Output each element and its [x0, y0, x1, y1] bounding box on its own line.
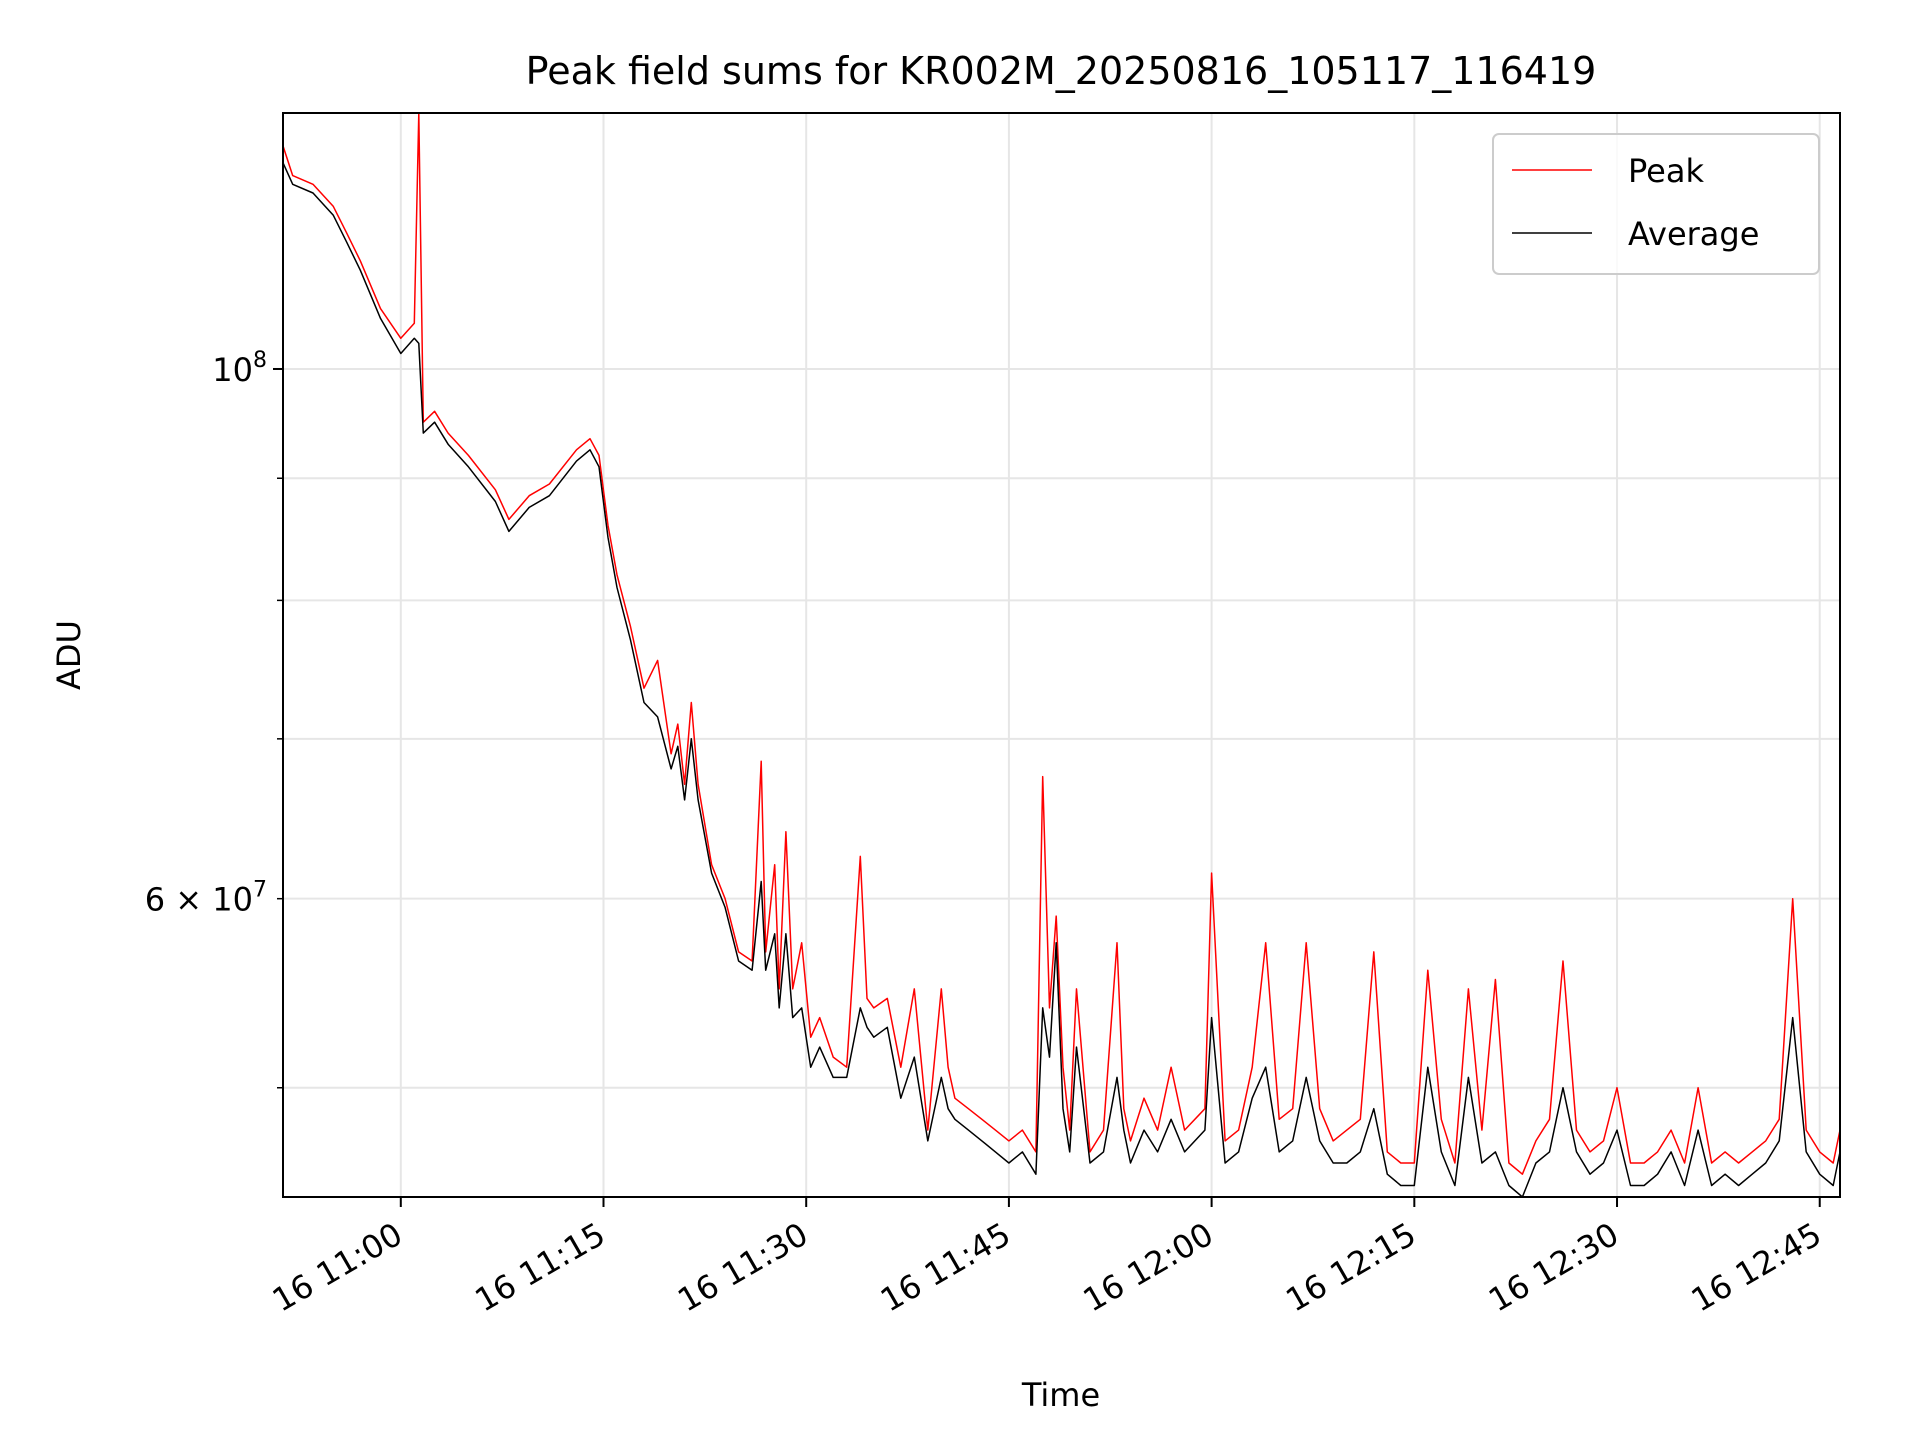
- y-axis-ticks: 108 6 × 107: [145, 348, 283, 1089]
- x-axis-label: Time: [1021, 1376, 1100, 1414]
- legend-box: [1492, 133, 1820, 275]
- series-line-peak: [283, 113, 1840, 1175]
- y-tick-label: 108: [212, 348, 267, 389]
- chart-title: Peak field sums for KR002M_20250816_1051…: [526, 49, 1597, 93]
- legend-peak-label: Peak: [1628, 152, 1704, 190]
- y-minor-tick-label: 6 × 107: [145, 878, 267, 919]
- legend: Peak Average: [1492, 133, 1820, 275]
- series-lines: [283, 113, 1840, 1197]
- series-line-average: [283, 162, 1840, 1197]
- y-axis-label: ADU: [50, 620, 88, 690]
- plot-frame: [282, 112, 1841, 1198]
- legend-average-label: Average: [1628, 215, 1759, 253]
